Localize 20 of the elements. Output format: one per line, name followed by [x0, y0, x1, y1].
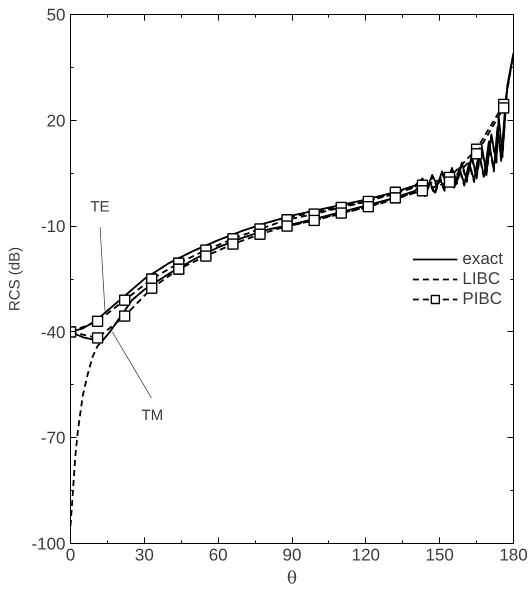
x-tick-label: 120 — [352, 546, 380, 564]
x-tick-label: 90 — [282, 546, 302, 564]
x-tick-label: 0 — [66, 546, 76, 564]
x-tick-label: 180 — [499, 546, 528, 564]
x-tick-label: 60 — [208, 546, 228, 564]
x-tick-label: 30 — [134, 546, 154, 564]
legend-label: exact — [462, 248, 503, 268]
y-axis-title: RCS (dB) — [6, 246, 24, 312]
y-tick-label: -40 — [40, 322, 66, 342]
annotation: TE — [90, 198, 110, 216]
x-tick-label: 150 — [425, 546, 454, 564]
x-axis-title: θ — [286, 568, 298, 588]
y-tick-label: 50 — [46, 6, 66, 24]
y-tick-label: 20 — [46, 111, 66, 130]
y-tick-label: -70 — [40, 428, 66, 448]
y-tick-label: -100 — [31, 534, 66, 554]
annotation: TM — [142, 406, 164, 424]
y-tick-label: -10 — [40, 217, 66, 236]
legend-label: PIBC — [462, 288, 502, 308]
legend-label: LIBC — [462, 268, 500, 288]
